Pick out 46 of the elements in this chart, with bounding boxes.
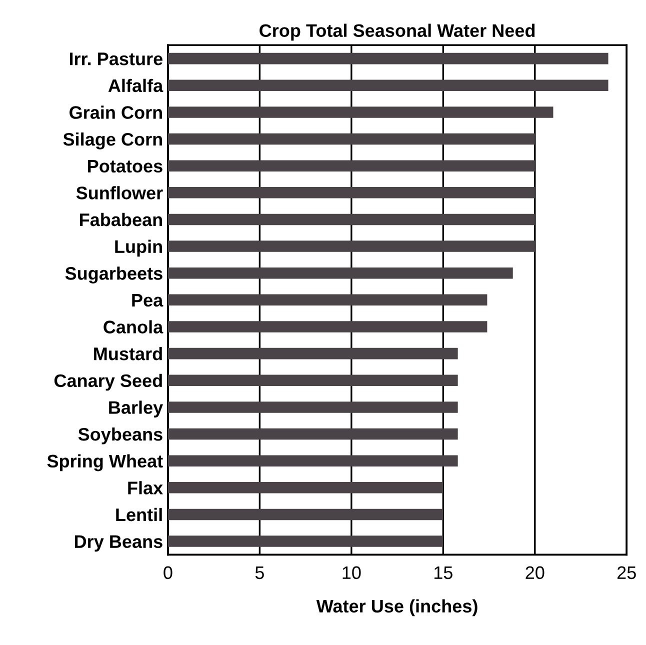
bar bbox=[168, 214, 535, 226]
y-tick-label: Grain Corn bbox=[70, 106, 162, 119]
x-tick-label: 10 bbox=[342, 566, 361, 580]
y-tick-label: Sunflower bbox=[76, 186, 163, 200]
bar bbox=[168, 536, 444, 547]
y-tick-label: Soybeans bbox=[78, 427, 162, 444]
bar bbox=[168, 240, 535, 252]
x-tick-label: 25 bbox=[617, 566, 636, 580]
bar bbox=[168, 428, 458, 440]
x-tick-label: 20 bbox=[526, 566, 544, 580]
bar bbox=[168, 482, 444, 494]
y-tick-label: Sugarbeets bbox=[65, 266, 162, 284]
x-tick-label: 5 bbox=[255, 566, 264, 580]
y-tick-label: Barley bbox=[109, 400, 164, 418]
y-tick-label: Irr. Pasture bbox=[70, 52, 162, 66]
bar bbox=[168, 321, 488, 332]
y-tick-label: Spring Wheat bbox=[47, 454, 163, 472]
chart-title: Crop Total Seasonal Water Need bbox=[260, 24, 535, 41]
x-axis-title: Water Use (inches) bbox=[316, 599, 478, 616]
y-tick-label: Canary Seed bbox=[54, 374, 162, 391]
bar bbox=[168, 80, 608, 92]
y-tick-label: Silage Corn bbox=[63, 132, 162, 150]
bar bbox=[168, 374, 458, 386]
y-tick-label: Mustard bbox=[94, 347, 162, 360]
y-tick-label: Lupin bbox=[115, 240, 162, 257]
y-tick-label: Pea bbox=[132, 294, 164, 307]
bar bbox=[168, 160, 535, 172]
bar bbox=[168, 455, 458, 466]
y-tick-label: Lentil bbox=[116, 508, 162, 522]
y-tick-label: Fababean bbox=[80, 212, 162, 226]
bar bbox=[168, 133, 535, 145]
bar bbox=[168, 508, 444, 520]
x-tick-label: 15 bbox=[434, 566, 452, 580]
x-tick-label: 0 bbox=[164, 566, 172, 580]
y-tick-label: Potatoes bbox=[88, 160, 162, 173]
y-tick-label: Alfalfa bbox=[108, 78, 164, 92]
bar bbox=[168, 294, 488, 306]
bar bbox=[168, 348, 458, 360]
bar bbox=[168, 52, 608, 64]
bar bbox=[168, 106, 554, 118]
y-tick-label: Canola bbox=[104, 320, 164, 334]
bar bbox=[168, 402, 458, 413]
bar bbox=[168, 187, 535, 198]
bar bbox=[168, 267, 513, 279]
y-tick-label: Dry Beans bbox=[74, 535, 162, 552]
y-tick-label: Flax bbox=[128, 481, 163, 494]
